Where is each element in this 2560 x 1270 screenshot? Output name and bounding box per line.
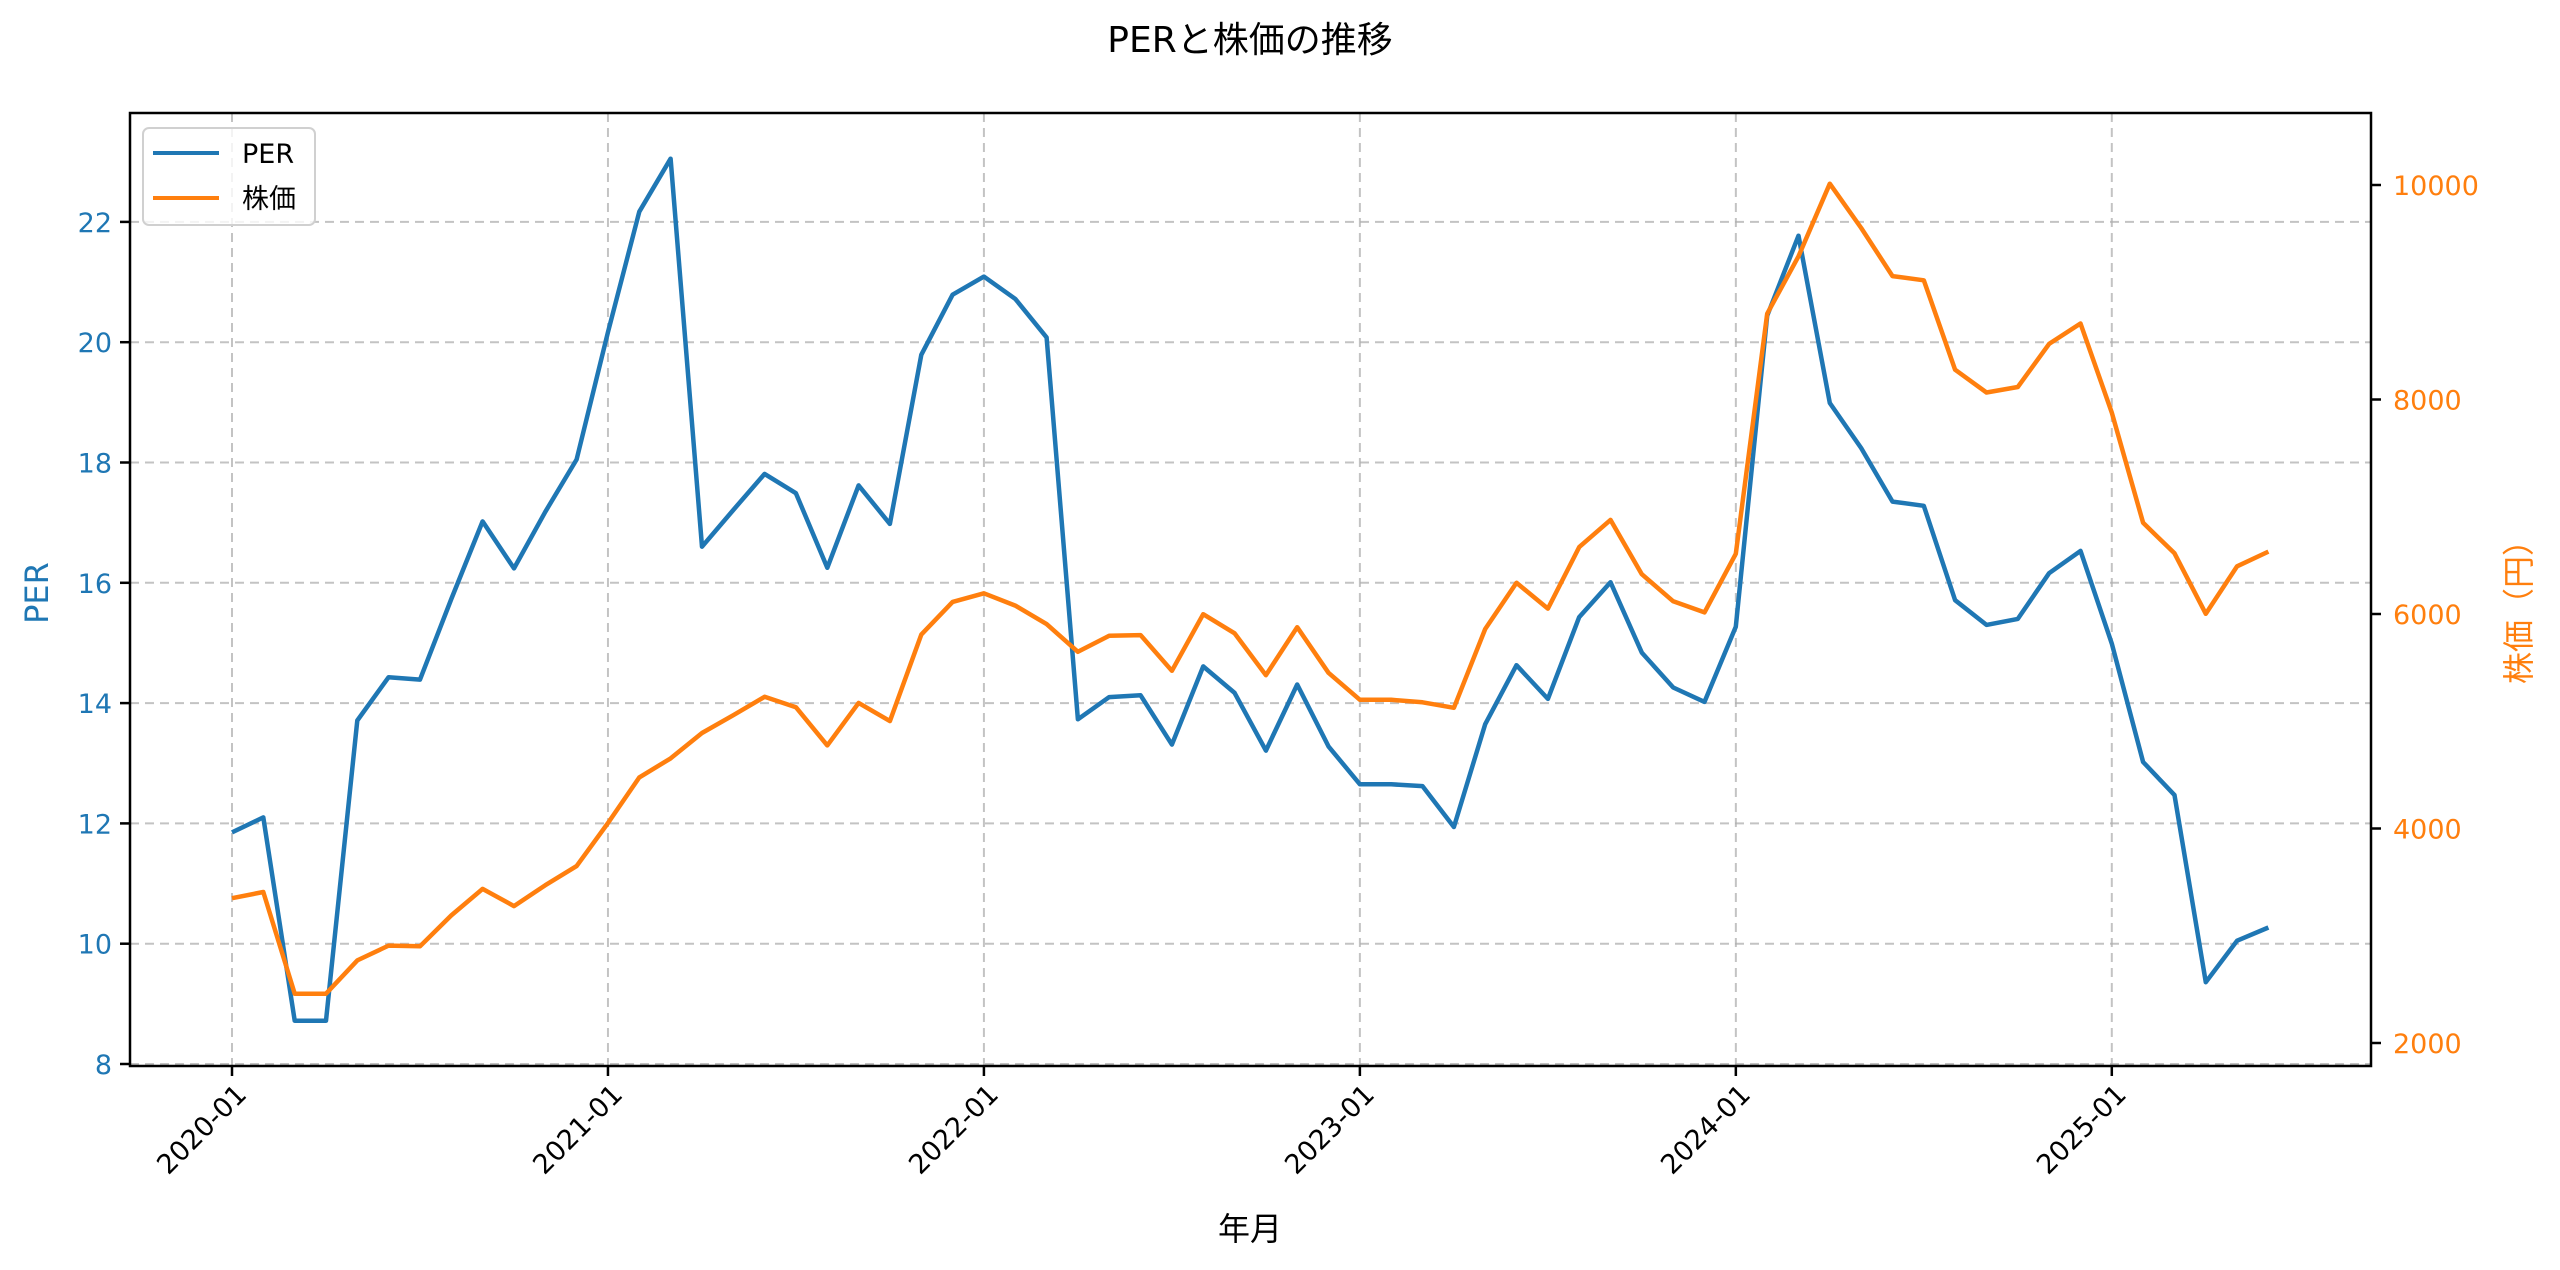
left-tick-label: 14 xyxy=(78,689,112,720)
x-tick-label: 2022-01 xyxy=(903,1079,1005,1181)
legend: PER 株価 xyxy=(142,127,316,226)
price-line xyxy=(231,181,2270,996)
left-tick-label: 8 xyxy=(95,1050,112,1081)
x-axis-label: 年月 xyxy=(1218,1210,1282,1248)
left-y-axis-label: PER xyxy=(18,562,56,624)
right-y-axis-label: 株価（円） xyxy=(2500,524,2538,684)
right-y-axis-ticks: 2000 4000 6000 8000 10000 xyxy=(2371,171,2479,1060)
right-tick-label: 8000 xyxy=(2393,386,2462,417)
legend-label-price: 株価 xyxy=(242,184,296,215)
plot-frame xyxy=(128,111,2373,1068)
x-tick-label: 2023-01 xyxy=(1279,1079,1381,1181)
x-axis-ticks: 2020-01 2021-01 2022-01 2023-01 2024-01 2025-… xyxy=(151,1066,2133,1181)
right-tick-label: 2000 xyxy=(2393,1029,2462,1060)
right-tick-label: 6000 xyxy=(2393,600,2462,631)
left-tick-label: 22 xyxy=(78,208,112,239)
left-tick-label: 18 xyxy=(78,449,112,480)
right-tick-label: 10000 xyxy=(2393,171,2479,202)
grid-lines xyxy=(130,113,2371,1066)
left-y-axis-ticks: 8 10 12 14 16 18 20 22 xyxy=(78,208,130,1081)
per-line xyxy=(231,156,2270,1023)
right-tick-label: 4000 xyxy=(2393,815,2462,846)
left-tick-label: 10 xyxy=(78,930,112,961)
x-tick-label: 2024-01 xyxy=(1655,1079,1757,1181)
x-tick-label: 2021-01 xyxy=(527,1079,629,1181)
left-tick-label: 16 xyxy=(78,569,112,600)
chart-title: PERと株価の推移 xyxy=(1107,20,1392,61)
left-tick-label: 12 xyxy=(78,809,112,840)
x-tick-label: 2020-01 xyxy=(151,1079,253,1181)
legend-label-per: PER xyxy=(242,139,294,170)
x-tick-label: 2025-01 xyxy=(2031,1079,2133,1181)
series-lines xyxy=(231,156,2270,1023)
left-tick-label: 20 xyxy=(78,328,112,359)
